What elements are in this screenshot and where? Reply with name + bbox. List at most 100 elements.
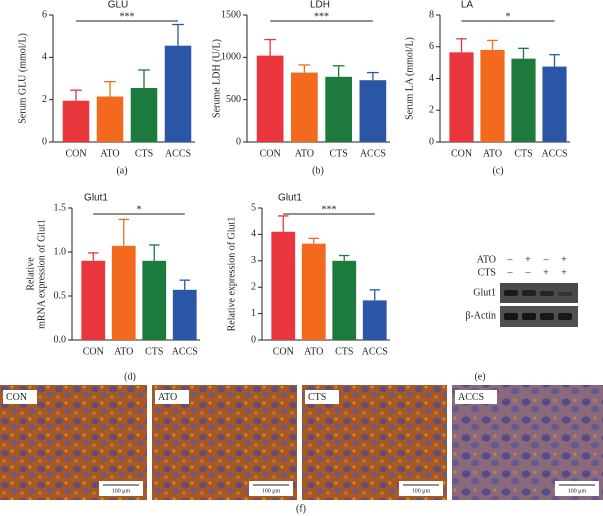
y-tick-label: 0 [429, 136, 434, 147]
y-tick-label: 8 [429, 9, 434, 20]
micrograph-label: ACCS [458, 392, 484, 403]
panel-label: (d) [124, 371, 136, 382]
chart-title: Glut1 [84, 193, 108, 204]
x-tick-label: CTS [329, 148, 347, 159]
micrograph-label-box [305, 390, 339, 404]
micrograph [302, 385, 447, 500]
x-tick-label: ATO [304, 346, 323, 357]
significance-label: * [506, 11, 511, 22]
micrograph-label-box [3, 390, 37, 404]
y-axis-label: Serum LA (mmol/L) [404, 37, 415, 120]
bar [172, 289, 197, 340]
y-tick-label: 2 [251, 281, 256, 292]
panel-label: (c) [492, 165, 503, 176]
x-tick-label: CON [260, 148, 281, 159]
blot-row-label: CTS [478, 267, 496, 278]
bar [301, 243, 326, 340]
x-tick-label: ATO [114, 346, 133, 357]
chart-title: LDH [310, 0, 330, 11]
blot-sign: + [561, 254, 567, 265]
blot-sign: + [561, 267, 567, 278]
bar [359, 80, 387, 142]
bar [130, 88, 158, 142]
x-tick-label: ACCS [541, 148, 567, 159]
x-tick-label: ATO [100, 148, 119, 159]
y-tick-label: 0 [251, 334, 256, 345]
bar [332, 260, 357, 340]
y-tick-label: 1000 [221, 52, 241, 63]
micrograph-label: ATO [158, 392, 177, 403]
scale-bar-label: 100 μm [568, 488, 587, 494]
y-axis-label: Relative [25, 257, 36, 291]
significance-label: *** [120, 11, 135, 22]
y-tick-label: 5 [251, 202, 256, 213]
x-tick-label: ACCS [362, 346, 388, 357]
y-axis-label: Relative expression of Glut1 [226, 217, 237, 332]
x-tick-label: ACCS [172, 346, 198, 357]
blot-image [500, 283, 578, 327]
micrograph [0, 385, 147, 500]
x-tick-label: CON [83, 346, 104, 357]
blot-row-label: ATO [477, 254, 496, 265]
y-tick-label: 1.5 [54, 202, 67, 213]
bar [81, 260, 106, 340]
panel-label: (e) [474, 371, 485, 382]
bar [449, 52, 474, 142]
chart-title: Glut1 [278, 193, 302, 204]
panel-label: (b) [312, 165, 324, 176]
scale-bar-label: 100 μm [412, 488, 431, 494]
y-tick-label: 2 [42, 94, 47, 105]
bar [256, 55, 284, 142]
y-tick-label: 6 [429, 41, 434, 52]
significance-label: * [137, 204, 142, 215]
blot-sign: + [525, 254, 531, 265]
bar [291, 72, 318, 142]
blot-sign: – [543, 254, 550, 265]
y-tick-label: 3 [251, 255, 256, 266]
bar [164, 45, 192, 142]
bar [480, 49, 505, 142]
y-tick-label: 500 [226, 94, 241, 105]
x-tick-label: CON [451, 148, 472, 159]
blot-band-label: β-Actin [465, 310, 496, 321]
y-tick-label: 1.0 [54, 246, 67, 257]
y-tick-label: 0.5 [54, 290, 67, 301]
x-tick-label: CTS [135, 148, 153, 159]
y-axis-label: Serum GLU (mmol/L) [17, 33, 28, 124]
y-tick-label: 0.0 [54, 334, 67, 345]
y-axis-label: Serume LDH (U/L) [211, 39, 222, 118]
x-tick-label: ACCS [360, 148, 386, 159]
x-tick-label: CTS [514, 148, 532, 159]
significance-label: *** [314, 11, 329, 22]
bar [96, 96, 124, 142]
micrograph-label: CON [6, 392, 27, 403]
chart-title: GLU [108, 0, 129, 11]
micrograph-label-box [155, 390, 189, 404]
x-tick-label: CON [273, 346, 294, 357]
bar [271, 231, 296, 340]
y-tick-label: 1 [251, 308, 256, 319]
bar [511, 58, 536, 142]
bar [325, 76, 352, 142]
y-axis-label: mRNA expression of Glut1 [36, 219, 47, 329]
micrograph [152, 385, 297, 500]
x-tick-label: CTS [145, 346, 163, 357]
y-tick-label: 6 [42, 9, 47, 20]
micrograph-label: CTS [308, 392, 326, 403]
bar [62, 100, 90, 142]
y-tick-label: 4 [251, 229, 256, 240]
panel-label: (f) [296, 503, 306, 514]
scale-bar-label: 100 μm [112, 488, 131, 494]
bar [542, 66, 567, 142]
x-tick-label: ATO [295, 148, 314, 159]
bar [142, 260, 167, 340]
x-tick-label: CON [65, 148, 86, 159]
y-tick-label: 0 [236, 136, 241, 147]
significance-label: *** [322, 204, 337, 215]
y-tick-label: 1500 [221, 9, 241, 20]
blot-sign: + [543, 267, 549, 278]
x-tick-label: CTS [335, 346, 353, 357]
blot-sign: – [507, 254, 514, 265]
chart-title: LA [461, 0, 474, 11]
